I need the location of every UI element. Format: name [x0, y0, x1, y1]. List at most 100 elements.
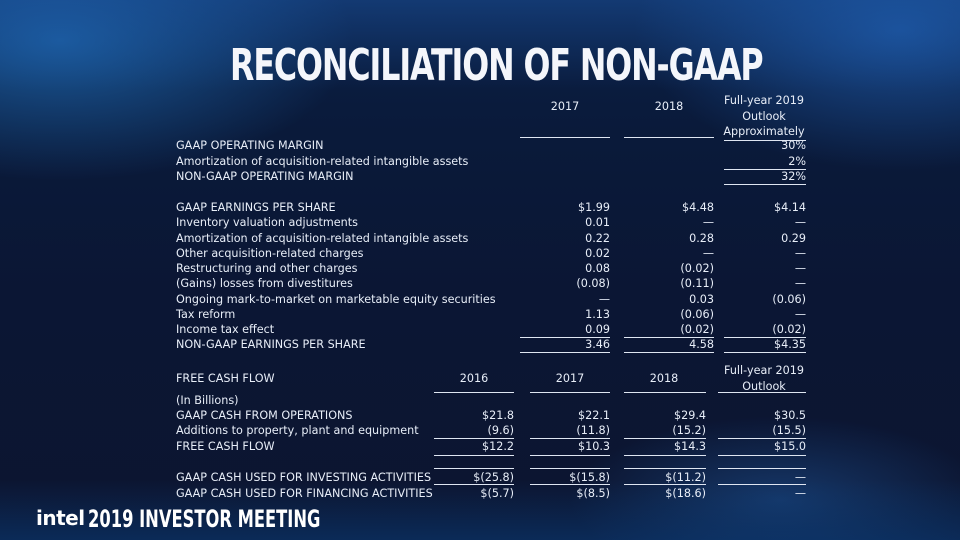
total-rule-fcf-2018	[624, 455, 706, 456]
subtotal-rule-eps-2018	[624, 337, 714, 338]
row-label: Inventory valuation adjustments	[176, 216, 358, 229]
row-value-2017: $1.99	[577, 201, 610, 214]
event-title: 2019 INVESTOR MEETING	[88, 505, 321, 533]
row-label: Ongoing mark-to-market on marketable equ…	[176, 293, 496, 306]
row-value-2016: $(5.7)	[480, 487, 514, 500]
row-value-2017: 0.09	[585, 323, 610, 336]
col-header-2018: 2018	[654, 100, 684, 113]
header-rule-investing-2019	[718, 468, 806, 469]
row-value-2016: $12.2	[481, 440, 514, 453]
row-label: (Gains) losses from divestitures	[176, 277, 353, 290]
row-value-2017: 1.13	[585, 308, 610, 321]
total-rule-margin	[724, 184, 806, 185]
row-value-2018: —	[702, 247, 714, 260]
row-value-2019: —	[794, 471, 806, 484]
row-value-2018: 0.03	[689, 293, 714, 306]
row-value-2019: —	[794, 487, 806, 500]
header-rule-investing-2016	[434, 468, 514, 469]
fcf-header-label: FREE CASH FLOW	[176, 372, 275, 385]
col-header-2017: 2017	[550, 100, 580, 113]
header-rule-2017	[530, 392, 610, 393]
row-value-2017: (0.08)	[576, 277, 610, 290]
row-label: Additions to property, plant and equipme…	[176, 424, 419, 437]
rule-investing-2017	[530, 484, 610, 485]
row-label: GAAP CASH USED FOR INVESTING ACTIVITIES	[176, 471, 432, 484]
row-value-2017: $22.1	[577, 409, 610, 422]
row-value-2017: $(15.8)	[569, 471, 610, 484]
row-value-2017: 0.22	[585, 232, 610, 245]
row-value-2018: 4.58	[689, 338, 714, 351]
col-header-2017: 2017	[555, 372, 585, 385]
row-value-2018: (0.06)	[680, 308, 714, 321]
row-value-2019: $4.14	[773, 201, 806, 214]
header-rule-investing-2018	[624, 468, 706, 469]
row-label: Restructuring and other charges	[176, 262, 358, 275]
row-value-2017: 0.01	[585, 216, 610, 229]
page-title: RECONCILIATION OF NON-GAAP	[230, 40, 764, 91]
row-value-2018: $(18.6)	[665, 487, 706, 500]
row-label: NON-GAAP OPERATING MARGIN	[176, 170, 354, 183]
row-value-2018: $29.4	[673, 409, 706, 422]
row-value-2019: —	[794, 216, 806, 229]
subtotal-rule-eps-2019	[724, 337, 806, 338]
subtotal-rule-margin	[724, 169, 806, 170]
header-rule-outlook	[724, 140, 806, 141]
row-value-2019: $30.5	[773, 409, 806, 422]
row-value-2019: $4.35	[773, 338, 806, 351]
row-label: Amortization of acquisition-related inta…	[176, 232, 469, 245]
row-value-2018: (0.11)	[680, 277, 714, 290]
row-value-2018: $4.48	[681, 201, 714, 214]
row-value-2016: (9.6)	[487, 424, 514, 437]
row-label: Income tax effect	[176, 323, 275, 336]
row-label: GAAP EARNINGS PER SHARE	[176, 201, 336, 214]
subtotal-rule-fcf-2018	[624, 438, 706, 439]
col-header-outlook-line1: Full-year 2019	[724, 94, 804, 107]
row-label: FREE CASH FLOW	[176, 440, 275, 453]
row-value-2018: 0.28	[689, 232, 714, 245]
intel-logo: intel	[36, 506, 85, 530]
total-rule-fcf-2019	[718, 455, 806, 456]
row-value-2017: (11.8)	[576, 424, 610, 437]
row-value-2018: —	[702, 216, 714, 229]
row-value-2019: —	[794, 308, 806, 321]
row-label: GAAP CASH FROM OPERATIONS	[176, 409, 353, 422]
row-label: NON-GAAP EARNINGS PER SHARE	[176, 338, 366, 351]
row-value-2016: $(25.8)	[473, 471, 514, 484]
row-value-2017: $10.3	[577, 440, 610, 453]
subtotal-rule-fcf-2016	[434, 438, 514, 439]
total-rule-eps-2019	[724, 352, 806, 353]
row-label: Amortization of acquisition-related inta…	[176, 155, 469, 168]
total-rule-fcf-2017	[530, 455, 610, 456]
row-value-2019: (15.5)	[772, 424, 806, 437]
total-rule-eps-2017	[520, 352, 610, 353]
header-rule-2018	[624, 392, 706, 393]
row-value-2019: 0.29	[781, 232, 806, 245]
col-header-outlook-line2: Outlook	[742, 110, 786, 123]
row-label: Tax reform	[176, 308, 236, 321]
col-header-2018: 2018	[649, 372, 679, 385]
row-value-2017: 0.02	[585, 247, 610, 260]
row-value-2019: 30%	[781, 139, 806, 152]
subtotal-rule-fcf-2019	[718, 438, 806, 439]
rule-investing-2018	[624, 484, 706, 485]
row-value-2017: —	[598, 293, 610, 306]
header-rule-investing-2017	[530, 468, 610, 469]
row-value-2017: 0.08	[585, 262, 610, 275]
row-label: GAAP OPERATING MARGIN	[176, 139, 324, 152]
subtotal-rule-fcf-2017	[530, 438, 610, 439]
rule-investing-2019	[718, 484, 806, 485]
units-label: (In Billions)	[176, 394, 239, 407]
row-label: GAAP CASH USED FOR FINANCING ACTIVITIES	[176, 487, 433, 500]
header-rule-2016	[434, 392, 514, 393]
row-value-2017: 3.46	[585, 338, 610, 351]
col-header-outlook-line1: Full-year 2019	[724, 364, 804, 377]
row-value-2018: (0.02)	[680, 262, 714, 275]
col-header-outlook-line3: Approximately	[723, 125, 805, 138]
row-value-2019: 32%	[781, 170, 806, 183]
row-value-2019: $15.0	[773, 440, 806, 453]
row-value-2019: —	[794, 262, 806, 275]
col-header-outlook-line2: Outlook	[742, 380, 786, 393]
col-header-2016: 2016	[459, 372, 489, 385]
total-rule-eps-2018	[624, 352, 714, 353]
header-rule-2018	[624, 137, 714, 138]
